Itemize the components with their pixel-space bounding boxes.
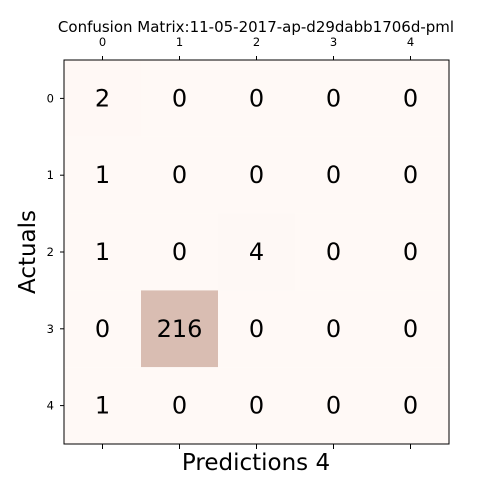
chart-title: Confusion Matrix:11-05-2017-ap-d29dabb17… (58, 18, 454, 36)
heatmap-cell-2-4 (372, 213, 449, 291)
heatmap-cell-3-3 (295, 290, 372, 368)
cell-value-4-4: 0 (403, 392, 418, 420)
heatmap-cell-1-2 (218, 136, 295, 214)
x-axis-ticks: 0 1 2 3 4 (99, 35, 414, 449)
heatmap-cell-3-4 (372, 290, 449, 368)
heatmap-cell-2-1 (141, 213, 218, 291)
cell-value-0-0: 2 (95, 84, 110, 112)
heatmap-cell-2-3 (295, 213, 372, 291)
heatmap-cell-0-0 (64, 60, 141, 137)
y-axis-label: Actuals (15, 210, 41, 294)
heatmap-cell-1-1 (141, 136, 218, 214)
heatmap-cell-3-0 (64, 290, 141, 368)
cell-value-2-3: 0 (326, 238, 341, 266)
cell-value-0-3: 0 (326, 84, 341, 112)
cell-value-4-0: 1 (95, 392, 110, 420)
heatmap-cell-0-2 (218, 60, 295, 137)
cell-value-3-0: 0 (95, 315, 110, 343)
cell-value-0-2: 0 (249, 84, 264, 112)
heatmap-cell-0-4 (372, 60, 449, 137)
cell-value-2-0: 1 (95, 238, 110, 266)
cell-value-1-4: 0 (403, 161, 418, 189)
heatmap-cell-4-1 (141, 367, 218, 444)
y-tick-label: 2 (47, 245, 54, 259)
cell-value-1-1: 0 (172, 161, 187, 189)
x-axis-label: Predictions 4 (182, 450, 330, 476)
heatmap-cell-3-2 (218, 290, 295, 368)
heatmap-cell-4-4 (372, 367, 449, 444)
x-tick-label: 1 (176, 35, 183, 49)
heatmap-cell-4-2 (218, 367, 295, 444)
heatmap-cell-0-1 (141, 60, 218, 137)
x-tick-label: 2 (253, 35, 260, 49)
heatmap-cell-1-3 (295, 136, 372, 214)
cell-value-1-3: 0 (326, 161, 341, 189)
heatmap-cell-3-1 (141, 290, 218, 368)
heatmap-cells: 2 0 0 0 0 1 0 0 0 0 1 0 4 0 0 0 216 0 0 0 1 0 0 0 0 (64, 60, 449, 444)
y-tick-label: 4 (47, 399, 54, 413)
y-tick-label: 3 (47, 322, 54, 336)
cell-value-4-2: 0 (249, 392, 264, 420)
cell-value-1-2: 0 (249, 161, 264, 189)
y-axis-ticks: 0 1 2 3 4 (47, 91, 64, 413)
heatmap-cell-1-4 (372, 136, 449, 214)
x-tick-label: 4 (407, 35, 414, 49)
cell-value-2-4: 0 (403, 238, 418, 266)
y-tick-label: 1 (47, 168, 54, 182)
cell-value-4-3: 0 (326, 392, 341, 420)
cell-value-1-0: 1 (95, 161, 110, 189)
cell-value-3-3: 0 (326, 315, 341, 343)
cell-value-2-1: 0 (172, 238, 187, 266)
cell-value-3-4: 0 (403, 315, 418, 343)
heatmap-cell-4-3 (295, 367, 372, 444)
heatmap-cell-1-0 (64, 136, 141, 214)
heatmap-cell-2-2 (218, 213, 295, 291)
cell-value-0-1: 0 (172, 84, 187, 112)
heatmap-cell-0-3 (295, 60, 372, 137)
cell-value-4-1: 0 (172, 392, 187, 420)
cell-value-3-1: 216 (157, 315, 203, 343)
x-tick-label: 3 (330, 35, 337, 49)
heatmap-cell-4-0 (64, 367, 141, 444)
y-tick-label: 0 (47, 91, 54, 105)
heatmap-cell-2-0 (64, 213, 141, 291)
cell-value-0-4: 0 (403, 84, 418, 112)
x-tick-label: 0 (99, 35, 106, 49)
cell-value-3-2: 0 (249, 315, 264, 343)
cell-value-2-2: 4 (249, 238, 264, 266)
